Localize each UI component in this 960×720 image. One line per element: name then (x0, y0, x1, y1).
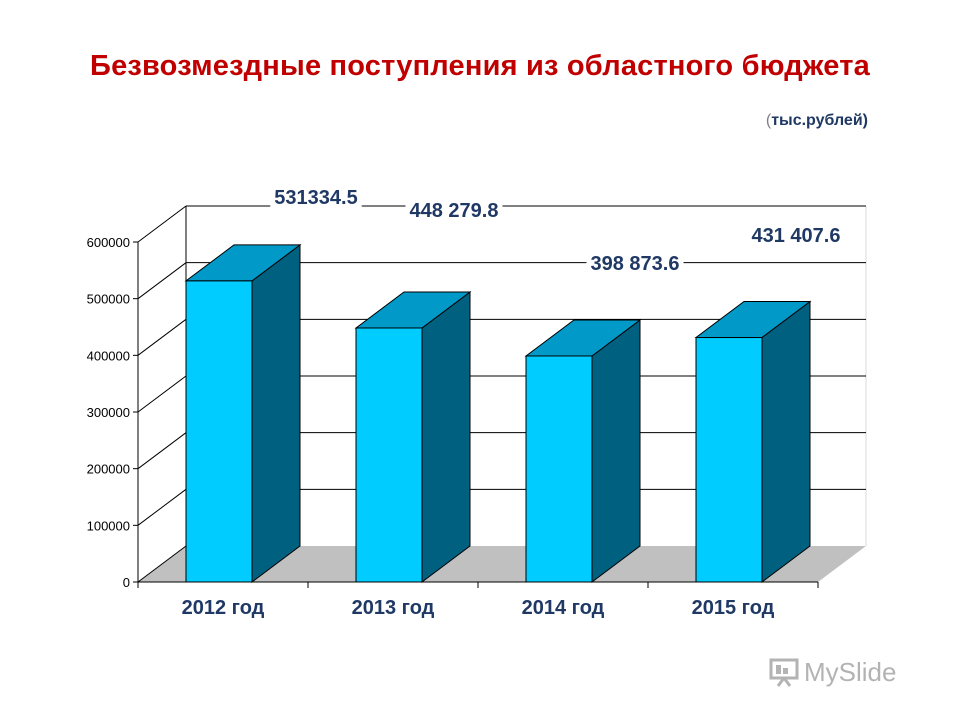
watermark-text: MySlide (804, 656, 897, 687)
chart-title: Безвозмездные поступления из областного … (90, 50, 870, 82)
x-tick-label: 2015 год (692, 597, 775, 619)
y-tick-label: 600000 (87, 235, 130, 250)
y-tick-label: 200000 (87, 462, 130, 477)
gridline-side (137, 262, 187, 300)
x-tick-label: 2012 год (182, 597, 265, 619)
gridline-side (137, 205, 187, 243)
x-tick-label: 2014 год (522, 597, 605, 619)
y-tick-label: 300000 (87, 405, 130, 420)
gridline-side (137, 545, 187, 583)
bar-side (761, 300, 811, 583)
bar (355, 327, 423, 583)
gridline-side (137, 432, 187, 470)
data-label-background (747, 223, 845, 249)
bar-side (591, 318, 641, 583)
data-label: 448 279.8 (410, 200, 499, 222)
y-tick-label: 0 (123, 575, 130, 590)
bar (525, 355, 593, 583)
gridline-side (137, 318, 187, 356)
data-label-background (405, 198, 503, 224)
data-label: 431 407.6 (752, 225, 841, 247)
bar (695, 337, 763, 583)
chart-floor (138, 546, 866, 582)
data-label-background (270, 185, 362, 211)
y-tick-label: 400000 (87, 348, 130, 363)
units-text: тыс.рублей) (771, 112, 868, 129)
gridline-side (137, 488, 187, 526)
x-tick-label: 2013 год (352, 597, 435, 619)
gridline-side (137, 375, 187, 413)
data-label: 531334.5 (274, 187, 357, 209)
y-tick-label: 500000 (87, 292, 130, 307)
y-tick-label: 100000 (87, 518, 130, 533)
watermark: MySlide (768, 656, 896, 688)
bar-side (251, 243, 301, 583)
data-label-background (586, 251, 684, 277)
data-label: 398 873.6 (591, 253, 680, 275)
slide-logo-icon (769, 658, 799, 687)
units-label: (тыс.рублей) (766, 112, 868, 130)
units-open-paren: ( (765, 112, 772, 129)
bar-side (421, 290, 471, 583)
bar (185, 280, 253, 583)
